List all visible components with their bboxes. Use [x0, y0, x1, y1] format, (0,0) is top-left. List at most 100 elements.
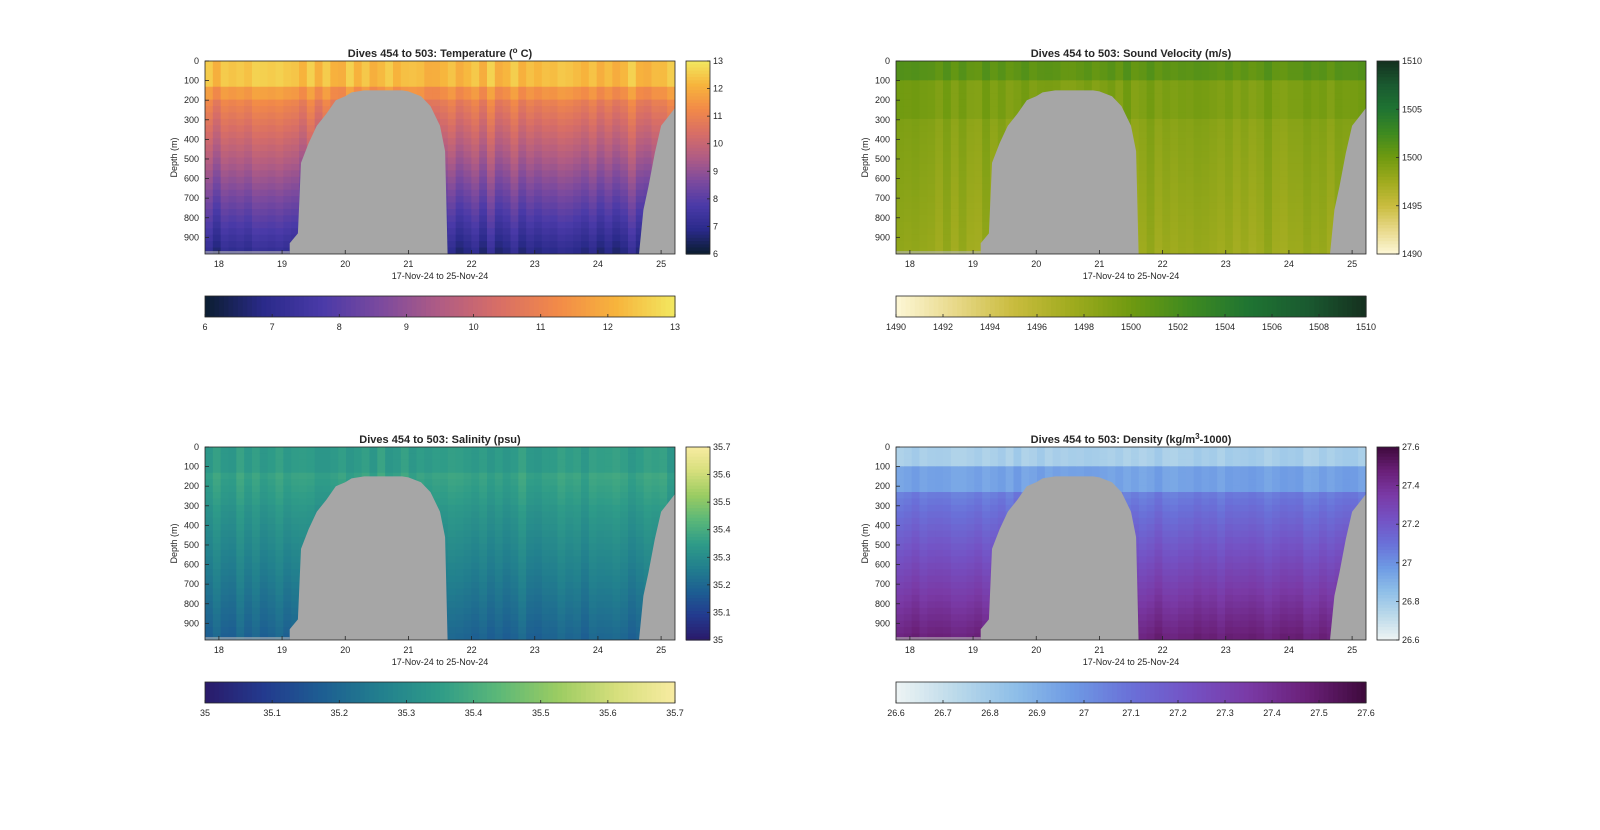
no-data-mask [1330, 494, 1366, 640]
x-tick-label: 18 [905, 645, 915, 655]
bottom-colorbar-tick: 9 [404, 322, 409, 332]
x-tick-label: 22 [467, 259, 477, 269]
y-tick-label: 200 [184, 481, 199, 491]
side-colorbar-tick: 35.2 [713, 580, 731, 590]
bottom-colorbar-tick: 1508 [1309, 322, 1329, 332]
y-tick-label: 900 [875, 618, 890, 628]
y-axis-label: Depth (m) [169, 523, 179, 563]
side-colorbar-tick: 35.1 [713, 607, 731, 617]
bottom-colorbar-tick: 27.2 [1169, 708, 1187, 718]
bottom-colorbar: 1490 1492 1494 1496 1498 1500 1502 1504 1506 1508… [886, 295, 1376, 332]
bottom-colorbar-tick: 35.4 [465, 708, 483, 718]
side-colorbar-tick: 9 [713, 166, 718, 176]
side-colorbar-tick: 1495 [1402, 201, 1422, 211]
x-tick-label: 18 [214, 645, 224, 655]
y-tick-label: 500 [184, 154, 199, 164]
x-tick-label: 24 [1284, 645, 1294, 655]
bottom-colorbar-tick: 10 [469, 322, 479, 332]
y-tick-label: 200 [875, 95, 890, 105]
y-tick-label: 300 [875, 501, 890, 511]
bottom-colorbar-tick: 35.1 [263, 708, 281, 718]
heatmap-cells [205, 61, 675, 254]
chart-panel-1: 18 19 20 21 22 23 24 25 0 100 200 300 400 500 600 700 80… [169, 46, 723, 332]
bottom-colorbar-tick: 1498 [1074, 322, 1094, 332]
bottom-colorbar-tick: 7 [270, 322, 275, 332]
x-tick-label: 25 [1347, 645, 1357, 655]
bottom-colorbar-tick: 27.1 [1122, 708, 1140, 718]
plot-frame [204, 60, 676, 255]
side-colorbar-tick: 7 [713, 221, 718, 231]
x-tick-label: 24 [593, 645, 603, 655]
x-tick-label: 23 [1221, 259, 1231, 269]
chart-title: Dives 454 to 503: Temperature (o C) [348, 46, 533, 60]
x-tick-label: 21 [1094, 645, 1104, 655]
heatmap-cells [205, 447, 675, 640]
bottom-colorbar-tick: 1496 [1027, 322, 1047, 332]
x-tick-label: 19 [277, 645, 287, 655]
side-colorbar-tick: 1510 [1402, 56, 1422, 66]
y-tick-label: 600 [875, 560, 890, 570]
side-colorbar-tick: 27.6 [1402, 442, 1420, 452]
chart-panel-2: 18 19 20 21 22 23 24 25 0 100 200 300 400 500 600 700 80… [860, 48, 1422, 332]
bottom-colorbar-tick: 12 [603, 322, 613, 332]
x-tick-label: 18 [905, 259, 915, 269]
bottom-colorbar: 26.6 26.7 26.8 26.9 27 27.1 27.2 27.3 27.4 27.5 27… [887, 681, 1375, 718]
bottom-colorbar-tick: 35.3 [398, 708, 416, 718]
x-tick-label: 22 [1158, 259, 1168, 269]
no-data-mask [289, 90, 448, 254]
y-axis-label: Depth (m) [860, 523, 870, 563]
y-tick-label: 400 [184, 520, 199, 530]
side-colorbar: 1510 1505 1500 1495 1490 [1376, 56, 1422, 259]
heatmap-cells [896, 61, 1366, 254]
x-tick-label: 22 [467, 645, 477, 655]
y-tick-label: 400 [875, 520, 890, 530]
bottom-colorbar-tick: 27.6 [1357, 708, 1375, 718]
y-tick-label: 0 [194, 442, 199, 452]
x-tick-label: 22 [1158, 645, 1168, 655]
plot-frame [204, 446, 676, 641]
bottom-colorbar-tick: 35.2 [331, 708, 349, 718]
bottom-colorbar-tick: 6 [202, 322, 207, 332]
side-colorbar: 27.6 27.4 27.2 27 26.8 26.6 [1376, 442, 1420, 645]
y-tick-label: 900 [875, 232, 890, 242]
plot-frame [895, 60, 1367, 255]
bottom-colorbar-tick: 1490 [886, 322, 906, 332]
side-colorbar-tick: 35.3 [713, 552, 731, 562]
bottom-colorbar-tick: 13 [670, 322, 680, 332]
chart-panel-4: 18 19 20 21 22 23 24 25 0 100 200 300 400 500 600 700 80… [860, 432, 1420, 718]
x-axis-label: 17-Nov-24 to 25-Nov-24 [392, 271, 489, 281]
x-tick-label: 25 [1347, 259, 1357, 269]
y-tick-label: 600 [184, 174, 199, 184]
no-data-mask [639, 108, 675, 254]
x-tick-label: 18 [214, 259, 224, 269]
x-axis-label: 17-Nov-24 to 25-Nov-24 [1083, 657, 1180, 667]
x-tick-label: 23 [530, 645, 540, 655]
y-tick-label: 100 [184, 462, 199, 472]
bottom-colorbar-tick: 1510 [1356, 322, 1376, 332]
bottom-colorbar-tick: 27.5 [1310, 708, 1328, 718]
bottom-colorbar-tick: 35 [200, 708, 210, 718]
x-tick-label: 24 [593, 259, 603, 269]
y-tick-label: 100 [875, 76, 890, 86]
y-tick-label: 200 [184, 95, 199, 105]
side-colorbar-tick: 35.5 [713, 497, 731, 507]
x-axis-label: 17-Nov-24 to 25-Nov-24 [1083, 271, 1180, 281]
x-tick-label: 23 [530, 259, 540, 269]
side-colorbar-tick: 1505 [1402, 104, 1422, 114]
chart-title: Dives 454 to 503: Salinity (psu) [359, 434, 521, 446]
side-colorbar-tick: 10 [713, 139, 723, 149]
x-tick-label: 25 [656, 645, 666, 655]
bottom-colorbar-tick: 26.8 [981, 708, 999, 718]
x-tick-label: 23 [1221, 645, 1231, 655]
y-tick-label: 500 [875, 154, 890, 164]
bottom-colorbar-tick: 27.3 [1216, 708, 1234, 718]
bottom-colorbar-tick: 35.5 [532, 708, 550, 718]
bottom-colorbar-tick: 1506 [1262, 322, 1282, 332]
x-tick-label: 19 [968, 645, 978, 655]
y-axis-label: Depth (m) [860, 137, 870, 177]
bottom-colorbar-tick: 1500 [1121, 322, 1141, 332]
plot-frame [895, 446, 1367, 641]
x-tick-label: 20 [340, 645, 350, 655]
side-colorbar-tick: 35.6 [713, 470, 731, 480]
